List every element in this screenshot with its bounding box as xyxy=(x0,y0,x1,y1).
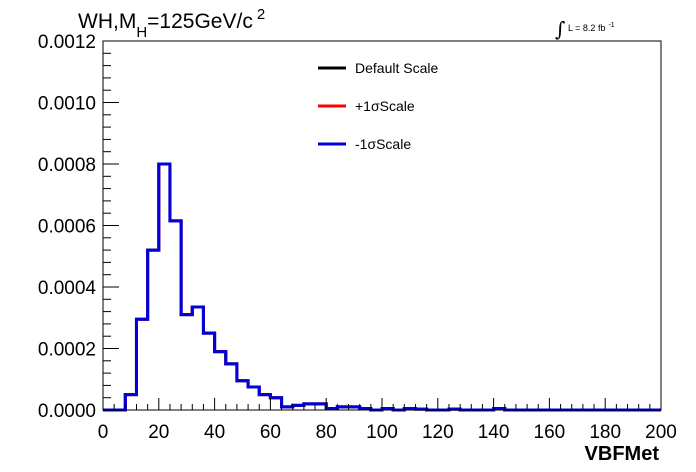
legend-label-2: -1σScale xyxy=(355,136,411,152)
title-part-a: WH,M xyxy=(78,10,136,33)
x-tick-label: 180 xyxy=(589,422,621,443)
luminosity-text: L = 8.2 fb -1 xyxy=(568,22,615,33)
title-subscript: H xyxy=(136,24,147,41)
x-tick-label: 60 xyxy=(260,422,281,443)
y-tick-label: 0.0004 xyxy=(38,278,97,299)
x-axis-ticks xyxy=(102,398,662,410)
x-tick-label: 20 xyxy=(148,422,169,443)
x-tick-label: 0 xyxy=(98,422,109,443)
legend-label-0: Default Scale xyxy=(355,60,438,76)
y-tick-label: 0.0002 xyxy=(38,340,96,361)
chart-title: WH,MH=125GeV/c 2 xyxy=(78,6,265,41)
x-tick-label: 120 xyxy=(422,422,454,443)
title-superscript: 2 xyxy=(257,6,265,23)
y-tick-label: 0.0008 xyxy=(38,155,96,176)
x-tick-label: 80 xyxy=(316,422,337,443)
x-tick-label: 140 xyxy=(478,422,510,443)
x-tick-label: 160 xyxy=(534,422,566,443)
x-axis-label: VBFMet xyxy=(585,443,660,465)
y-axis-tick-labels: 0.0000 0.0002 0.0004 0.0006 0.0008 0.0010 0.00… xyxy=(38,32,97,422)
y-tick-label: 0.0012 xyxy=(38,32,96,53)
luminosity-label: ∫ L = 8.2 fb -1 xyxy=(555,17,615,41)
y-tick-label: 0.0006 xyxy=(38,217,96,238)
x-tick-label: 200 xyxy=(645,422,677,443)
luminosity-superscript: -1 xyxy=(608,22,614,29)
y-tick-label: 0.0010 xyxy=(38,94,96,115)
y-axis-ticks xyxy=(103,40,119,411)
legend: Default Scale +1σScale -1σScale xyxy=(318,60,438,152)
title-part-b: =125GeV/c xyxy=(147,10,253,33)
legend-label-1: +1σScale xyxy=(355,98,415,114)
x-tick-label: 100 xyxy=(366,422,398,443)
integral-symbol: ∫ xyxy=(555,17,565,41)
x-tick-label: 40 xyxy=(204,422,225,443)
luminosity-value: L = 8.2 fb xyxy=(568,23,605,33)
x-axis-tick-labels: 0 20 40 60 80 100 120 140 160 180 200 xyxy=(98,422,677,443)
y-tick-label: 0.0000 xyxy=(38,401,96,422)
